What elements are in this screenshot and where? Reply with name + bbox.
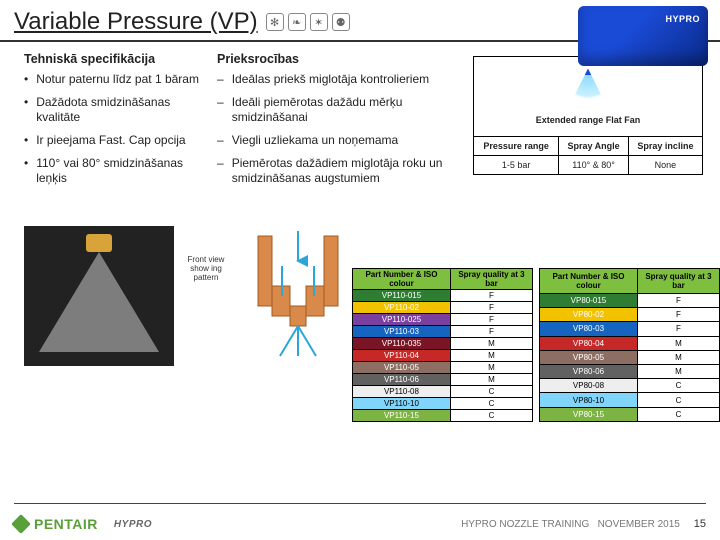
part-quality-tables: Part Number & ISO colourSpray quality at…	[352, 268, 720, 422]
spray-pattern-diagram	[24, 226, 174, 366]
pq-partnum: VP110-015	[353, 290, 451, 302]
efan-h3: Spray incline	[628, 137, 702, 156]
footer-divider	[14, 503, 706, 504]
pq-quality: C	[450, 410, 532, 422]
adv-item: Piemērotas dažādiem miglotāja roku un sm…	[217, 156, 455, 186]
pq-quality: F	[637, 322, 719, 336]
nozzle-hero-image	[578, 6, 708, 66]
pq-partnum: VP80-015	[540, 293, 638, 307]
efan-h2: Spray Angle	[559, 137, 629, 156]
pq-quality: C	[450, 386, 532, 398]
pq-quality: F	[450, 314, 532, 326]
pq-partnum: VP80-15	[540, 407, 638, 421]
efan-c1: 1-5 bar	[474, 156, 559, 175]
pq-partnum: VP110-08	[353, 386, 451, 398]
advantages-column: Prieksrocības Ideālas priekš miglotāja k…	[217, 52, 455, 194]
nozzle-icon	[86, 234, 112, 252]
tech-item: Notur paternu līdz pat 1 bāram	[24, 72, 199, 87]
footer-right: HYPRO NOZZLE TRAINING NOVEMBER 2015 15	[461, 518, 706, 530]
pq-quality: F	[637, 293, 719, 307]
efan-c2: 110° & 80°	[559, 156, 629, 175]
efan-caption: Extended range Flat Fan	[536, 115, 641, 125]
pq-partnum: VP110-05	[353, 362, 451, 374]
tech-heading: Tehniskā specifikācija	[24, 52, 199, 66]
pq-quality: M	[450, 374, 532, 386]
pq-quality: M	[637, 336, 719, 350]
tech-item-text: Notur paternu līdz pat 1 bāram	[36, 72, 199, 87]
pq-partnum: VP110-06	[353, 374, 451, 386]
diagram-label: Front view show ing pattern	[184, 226, 228, 282]
pq-quality: C	[637, 407, 719, 421]
hypro-subbrand: HYPRO	[114, 519, 152, 530]
pq-quality: M	[450, 350, 532, 362]
pq-quality: F	[637, 308, 719, 322]
adv-list: Ideālas priekš miglotāja kontrolieriem I…	[217, 72, 455, 186]
pq-partnum: VP110-03	[353, 326, 451, 338]
efan-c3: None	[628, 156, 702, 175]
footer: PENTAIR HYPRO HYPRO NOZZLE TRAINING NOVE…	[14, 516, 706, 532]
pq-partnum: VP80-04	[540, 336, 638, 350]
pentair-text: PENTAIR	[34, 516, 98, 532]
pq-partnum: VP110-10	[353, 398, 451, 410]
pq-quality: C	[637, 393, 719, 407]
pq-partnum: VP110-025	[353, 314, 451, 326]
right-column: Extended range Flat Fan Pressure range S…	[473, 52, 703, 194]
tech-item-text: 110° vai 80° smidzināšanas leņķis	[36, 156, 199, 186]
leaf-icon: ❧	[288, 13, 306, 31]
tech-list: Notur paternu līdz pat 1 bāram Dažādota …	[24, 72, 199, 186]
adv-item: Ideāli piemērotas dažādu mērķu smidzināš…	[217, 95, 455, 125]
pq-partnum: VP110-15	[353, 410, 451, 422]
adv-item-text: Ideālas priekš miglotāja kontrolieriem	[232, 72, 429, 87]
tech-item-text: Ir pieejama Fast. Cap opcija	[36, 133, 185, 148]
pq-partnum: VP80-03	[540, 322, 638, 336]
pentair-mark-icon	[11, 514, 31, 534]
tech-item: 110° vai 80° smidzināšanas leņķis	[24, 156, 199, 186]
pq-partnum: VP110-02	[353, 302, 451, 314]
pq-partnum: VP80-06	[540, 365, 638, 379]
spray-fan-icon	[39, 252, 159, 352]
title-icon-group: ✻ ❧ ✶ ⚉	[266, 13, 350, 31]
beetle-icon: ⚉	[332, 13, 350, 31]
pq-partnum: VP80-02	[540, 308, 638, 322]
nozzle-cutaway-diagram	[238, 226, 358, 366]
pq-quality: M	[450, 338, 532, 350]
pq-quality: C	[637, 379, 719, 393]
pq-table-110: Part Number & ISO colourSpray quality at…	[352, 268, 533, 422]
pq-partnum: VP80-08	[540, 379, 638, 393]
pq-quality: F	[450, 302, 532, 314]
diagram-row: Front view show ing pattern	[24, 226, 358, 366]
pq-quality: M	[637, 365, 719, 379]
pentair-logo: PENTAIR HYPRO	[14, 516, 152, 532]
adv-item-text: Ideāli piemērotas dažādu mērķu smidzināš…	[232, 95, 455, 125]
pq-quality: F	[450, 290, 532, 302]
adv-heading: Prieksrocības	[217, 52, 455, 66]
extended-fan-table: Extended range Flat Fan Pressure range S…	[473, 56, 703, 175]
footer-date: NOVEMBER 2015	[598, 519, 680, 530]
footer-text: HYPRO NOZZLE TRAINING	[461, 519, 589, 530]
adv-item-text: Piemērotas dažādiem miglotāja roku un sm…	[232, 156, 455, 186]
pq-quality: M	[637, 350, 719, 364]
spray-cone-icon	[566, 69, 610, 113]
tech-spec-column: Tehniskā specifikācija Notur paternu līd…	[24, 52, 199, 194]
bug-icon: ✶	[310, 13, 328, 31]
efan-h1: Pressure range	[474, 137, 559, 156]
adv-item-text: Viegli uzliekama un noņemama	[232, 133, 399, 148]
propeller-icon: ✻	[266, 13, 284, 31]
pq-partnum: VP110-04	[353, 350, 451, 362]
tech-item: Dažādota smidzināšanas kvalitāte	[24, 95, 199, 125]
pq-table-80: Part Number & ISO colourSpray quality at…	[539, 268, 720, 422]
page-title: Variable Pressure (VP)	[14, 8, 258, 36]
pq-partnum: VP80-10	[540, 393, 638, 407]
pq-partnum: VP110-035	[353, 338, 451, 350]
pq-partnum: VP80-05	[540, 350, 638, 364]
page-number: 15	[694, 518, 706, 530]
pq-quality: C	[450, 398, 532, 410]
pq-quality: F	[450, 326, 532, 338]
adv-item: Ideālas priekš miglotāja kontrolieriem	[217, 72, 455, 87]
tech-item-text: Dažādota smidzināšanas kvalitāte	[36, 95, 199, 125]
adv-item: Viegli uzliekama un noņemama	[217, 133, 455, 148]
tech-item: Ir pieejama Fast. Cap opcija	[24, 133, 199, 148]
pq-quality: M	[450, 362, 532, 374]
